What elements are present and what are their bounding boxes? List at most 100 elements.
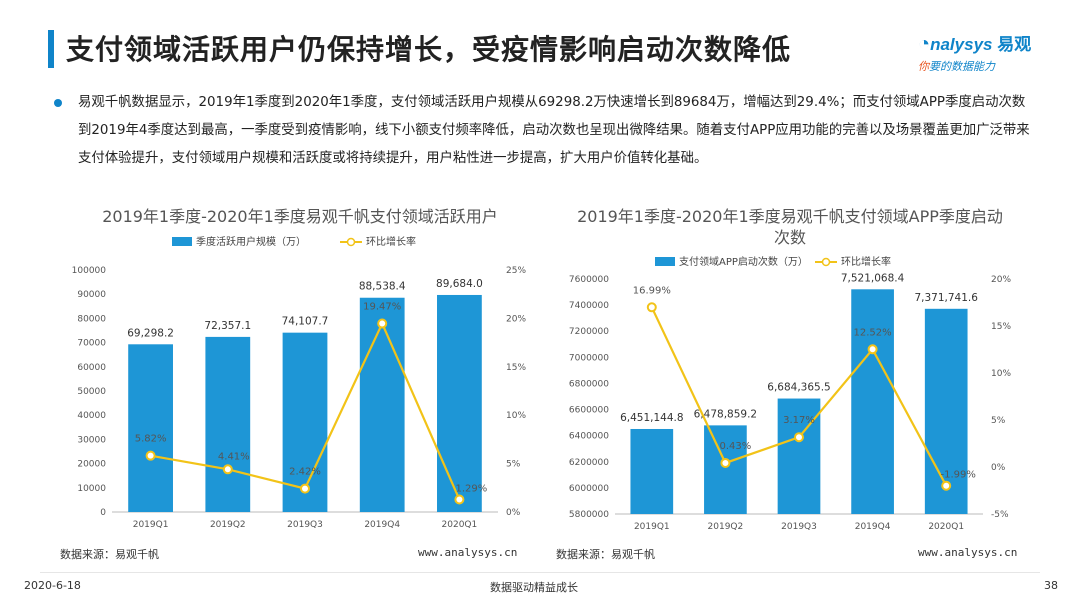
bar-value-label: 6,478,859.2 — [694, 408, 757, 420]
left-axis-tick: 7200000 — [569, 327, 609, 337]
left-axis-tick: 6000000 — [569, 484, 609, 494]
left-axis-tick: 6200000 — [569, 458, 609, 468]
left-axis-tick: 5800000 — [569, 510, 609, 520]
growth-rate-point — [454, 494, 465, 505]
left-chart-url: www.analysys.cn — [418, 546, 518, 559]
left-axis-tick: 50000 — [77, 387, 106, 397]
left-axis-tick: 60000 — [77, 363, 106, 373]
x-axis-tick: 2019Q3 — [287, 520, 323, 530]
right-chart-source: 数据来源：易观千帆 — [556, 548, 655, 561]
legend-bar-swatch — [655, 257, 675, 266]
x-axis-tick: 2019Q1 — [133, 520, 169, 530]
bar-value-label: 72,357.1 — [204, 320, 251, 332]
left-axis-tick: 20000 — [77, 460, 106, 470]
bar — [924, 308, 968, 514]
left-axis-tick: 7000000 — [569, 353, 609, 363]
right-chart-url: www.analysys.cn — [918, 546, 1018, 559]
right-axis-tick: 20% — [506, 314, 526, 324]
footer-slogan: 数据驱动精益成长 — [490, 581, 578, 594]
legend-line-marker — [346, 237, 356, 247]
left-chart: 季度活跃用户规模（万） 环比增长率 0 10000 20000 30000 40000 500… — [72, 235, 527, 530]
right-axis-tick: 0% — [991, 463, 1006, 473]
footer-divider — [40, 572, 1040, 573]
left-axis-tick: 0 — [100, 508, 106, 518]
bar — [205, 336, 251, 512]
right-axis-tick: 20% — [991, 275, 1011, 285]
bar — [128, 344, 173, 512]
legend-bar-label: 支付领域APP启动次数（万） — [679, 255, 808, 268]
growth-rate-label: -1.99% — [941, 470, 976, 481]
bar-value-label: 69,298.2 — [127, 327, 174, 339]
left-axis-tick: 90000 — [77, 290, 106, 300]
bar-value-label: 74,107.7 — [282, 316, 329, 328]
x-axis-tick: 2019Q3 — [781, 522, 817, 532]
x-axis-tick: 2019Q2 — [210, 520, 246, 530]
page-title: 支付领域活跃用户仍保持增长，受疫情影响启动次数降低 — [66, 33, 792, 66]
legend-bar-swatch — [172, 237, 192, 246]
legend-line-label: 环比增长率 — [841, 255, 891, 268]
right-axis-tick: 15% — [506, 363, 526, 373]
growth-rate-label: 19.47% — [363, 302, 401, 313]
bar-value-label: 7,521,068.4 — [841, 272, 905, 284]
left-chart-source: 数据来源：易观千帆 — [60, 548, 159, 561]
bar-value-label: 6,684,365.5 — [767, 382, 830, 394]
bar — [359, 297, 405, 512]
growth-rate-point — [794, 432, 804, 443]
right-axis-tick: 0% — [506, 508, 521, 518]
analysys-logo: ◔nalysys 易观 你要的数据能力 — [918, 30, 1058, 73]
bar — [282, 332, 328, 512]
growth-rate-label: 4.41% — [218, 451, 250, 462]
growth-rate-point — [720, 457, 731, 468]
left-axis-tick: 70000 — [77, 339, 106, 349]
bar-value-label: 6,451,144.8 — [620, 412, 683, 424]
growth-rate-label: 1.29% — [456, 484, 488, 495]
legend-line-label: 环比增长率 — [366, 235, 416, 248]
left-axis-tick: 100000 — [72, 266, 107, 276]
left-axis-tick: 7600000 — [569, 275, 609, 285]
growth-rate-label: 12.52% — [854, 327, 892, 338]
bar — [851, 289, 894, 514]
right-chart: 支付领域APP启动次数（万） 环比增长率 5800000 6000000 6200000… — [569, 255, 1012, 532]
bar-value-label: 88,538.4 — [359, 281, 406, 293]
x-axis-tick: 2019Q1 — [634, 522, 670, 532]
bar — [704, 425, 747, 514]
right-axis-tick: 5% — [506, 460, 521, 470]
growth-rate-label: 0.43% — [720, 441, 752, 452]
growth-rate-point — [377, 318, 388, 329]
bullet-icon — [54, 99, 62, 107]
left-axis-tick: 10000 — [77, 484, 106, 494]
growth-rate-point — [300, 483, 310, 494]
x-axis-tick: 2020Q1 — [442, 520, 478, 530]
x-axis-tick: 2020Q1 — [928, 522, 964, 532]
legend-line-marker — [821, 257, 831, 267]
left-chart-title: 2019年1季度-2020年1季度易观千帆支付领域活跃用户 — [102, 207, 498, 226]
right-axis-tick: 10% — [506, 411, 526, 421]
growth-rate-label: 3.17% — [783, 415, 815, 426]
x-axis-tick: 2019Q2 — [708, 522, 744, 532]
growth-rate-point — [222, 464, 233, 475]
growth-rate-point — [867, 344, 878, 355]
footer-date: 2020-6-18 — [24, 579, 81, 592]
right-axis-tick: -5% — [991, 510, 1009, 520]
left-axis-tick: 6800000 — [569, 379, 609, 389]
bar — [630, 428, 674, 514]
growth-rate-point — [646, 302, 657, 313]
right-axis-tick: 10% — [991, 369, 1011, 379]
left-axis-tick: 80000 — [77, 314, 106, 324]
left-axis-tick: 6400000 — [569, 432, 609, 442]
growth-rate-label: 16.99% — [633, 285, 671, 296]
right-chart-title: 2019年1季度-2020年1季度易观千帆支付领域APP季度启动次数 — [577, 207, 1003, 247]
x-axis-tick: 2019Q4 — [364, 520, 400, 530]
right-axis-tick: 5% — [991, 416, 1006, 426]
x-axis-tick: 2019Q4 — [855, 522, 891, 532]
bar — [777, 398, 821, 514]
logo-wordmark: ◔nalysys 易观 — [918, 33, 1032, 55]
legend-bar-label: 季度活跃用户规模（万） — [196, 235, 306, 248]
summary-paragraph: 易观千帆数据显示，2019年1季度到2020年1季度，支付领域活跃用户规模从69… — [78, 95, 1030, 166]
bar — [437, 294, 482, 512]
growth-rate-point — [941, 480, 952, 491]
logo-tagline: 你要的数据能力 — [918, 60, 995, 73]
right-axis-tick: 15% — [991, 322, 1011, 332]
page-number: 38 — [1044, 579, 1058, 592]
bar-value-label: 7,371,741.6 — [914, 292, 978, 304]
